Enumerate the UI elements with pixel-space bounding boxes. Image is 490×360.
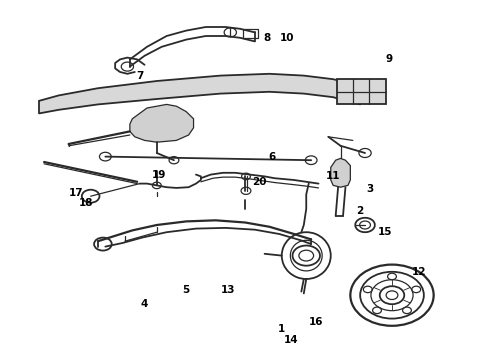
Text: 7: 7 [136,71,144,81]
Text: 11: 11 [326,171,341,181]
Text: 2: 2 [357,206,364,216]
Text: 13: 13 [220,285,235,295]
Text: 17: 17 [69,188,83,198]
Text: 18: 18 [78,198,93,208]
Polygon shape [130,104,194,142]
Text: 12: 12 [412,267,426,277]
Text: 3: 3 [367,184,373,194]
Text: 15: 15 [377,227,392,237]
Text: 9: 9 [386,54,393,64]
Text: 20: 20 [252,177,267,187]
Polygon shape [331,158,350,187]
FancyBboxPatch shape [337,79,386,104]
Text: 8: 8 [264,33,270,43]
Text: 16: 16 [309,317,323,327]
Text: 5: 5 [183,285,190,295]
Text: 19: 19 [152,170,167,180]
Text: 14: 14 [284,335,299,345]
Text: 4: 4 [141,299,148,309]
Polygon shape [39,74,360,113]
Text: 10: 10 [279,33,294,43]
Text: 1: 1 [278,324,285,334]
Text: 6: 6 [269,152,275,162]
